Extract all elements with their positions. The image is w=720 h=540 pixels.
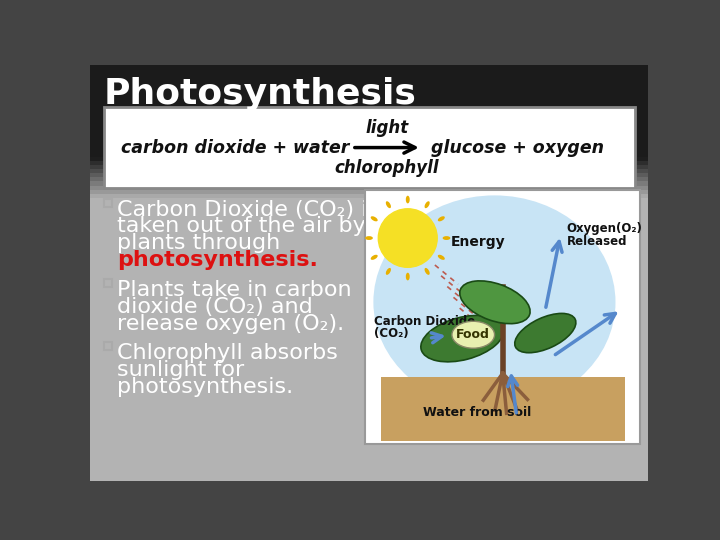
- Text: Carbon Dioxide (CO₂) is: Carbon Dioxide (CO₂) is: [117, 200, 379, 220]
- Ellipse shape: [421, 315, 504, 362]
- Bar: [104, 107, 635, 188]
- FancyArrowPatch shape: [555, 313, 616, 355]
- Text: carbon dioxide + water: carbon dioxide + water: [121, 139, 349, 157]
- Ellipse shape: [371, 216, 378, 221]
- Text: Energy: Energy: [451, 235, 505, 249]
- Bar: [104, 279, 112, 287]
- Ellipse shape: [386, 268, 391, 275]
- Text: light: light: [365, 119, 408, 137]
- FancyArrowPatch shape: [508, 376, 518, 413]
- Text: chlorophyll: chlorophyll: [335, 159, 439, 177]
- Ellipse shape: [452, 321, 495, 348]
- Ellipse shape: [443, 236, 451, 240]
- Text: Released: Released: [567, 234, 627, 248]
- Ellipse shape: [374, 195, 616, 409]
- Bar: [104, 199, 112, 207]
- Circle shape: [378, 209, 437, 267]
- Text: glucose + oxygen: glucose + oxygen: [431, 139, 604, 157]
- Text: dioxide (CO₂) and: dioxide (CO₂) and: [117, 296, 313, 316]
- Text: Food: Food: [456, 328, 490, 341]
- Ellipse shape: [406, 273, 410, 280]
- FancyArrowPatch shape: [431, 333, 442, 343]
- Ellipse shape: [438, 255, 445, 260]
- Ellipse shape: [406, 195, 410, 204]
- FancyArrowPatch shape: [546, 241, 562, 307]
- Ellipse shape: [515, 313, 576, 353]
- Text: Water from soil: Water from soil: [423, 406, 531, 419]
- Text: Photosynthesis: Photosynthesis: [104, 77, 417, 111]
- Text: sunlight for: sunlight for: [117, 360, 244, 380]
- Text: Oxygen(O₂): Oxygen(O₂): [567, 222, 642, 235]
- Text: photosynthesis.: photosynthesis.: [117, 251, 318, 271]
- Ellipse shape: [425, 268, 430, 275]
- Ellipse shape: [460, 281, 530, 323]
- Ellipse shape: [438, 216, 445, 221]
- Text: (CO₂): (CO₂): [374, 327, 409, 340]
- Text: plants through: plants through: [117, 233, 280, 253]
- Ellipse shape: [386, 201, 391, 208]
- Bar: [104, 342, 112, 350]
- Ellipse shape: [425, 201, 430, 208]
- Ellipse shape: [371, 255, 378, 260]
- Text: Chlorophyll absorbs: Chlorophyll absorbs: [117, 343, 338, 363]
- Bar: [381, 377, 625, 441]
- Text: Carbon Dioxide: Carbon Dioxide: [374, 315, 476, 328]
- Ellipse shape: [365, 236, 373, 240]
- Text: taken out of the air by: taken out of the air by: [117, 217, 366, 237]
- Text: photosynthesis.: photosynthesis.: [117, 377, 293, 397]
- Text: release oxygen (O₂).: release oxygen (O₂).: [117, 314, 344, 334]
- Text: Plants take in carbon: Plants take in carbon: [117, 280, 352, 300]
- FancyArrowPatch shape: [355, 142, 415, 153]
- Bar: [365, 190, 640, 444]
